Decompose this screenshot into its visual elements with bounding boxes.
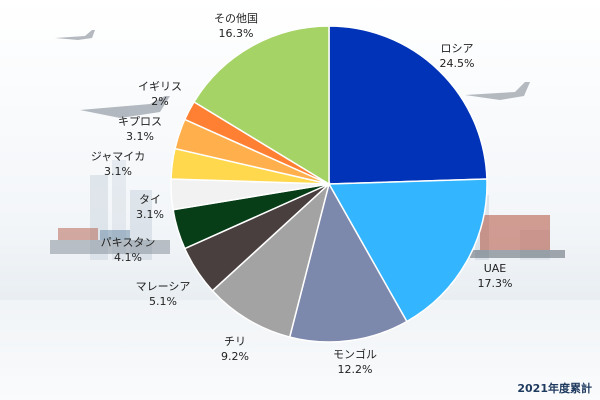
slice-label: イギリス	[138, 80, 182, 93]
period-footnote: 2021年度累計	[517, 382, 592, 395]
pie-slice	[211, 181, 331, 338]
slice-label: マレーシア	[136, 280, 191, 293]
slice-value-label: 17.3%	[478, 277, 513, 290]
slice-value-label: 2%	[151, 95, 168, 108]
pie-slice	[192, 25, 330, 186]
slice-value-label: 3.1%	[104, 165, 132, 178]
slice-value-label: 5.1%	[149, 295, 177, 308]
slice-value-label: 4.1%	[114, 251, 142, 264]
slice-value-label: 24.5%	[440, 57, 475, 70]
pie-slice	[327, 178, 488, 323]
slice-value-label: 16.3%	[219, 27, 254, 40]
slice-label: その他国	[214, 12, 258, 25]
pie-slice	[328, 25, 488, 185]
slice-value-label: 9.2%	[221, 350, 249, 363]
slice-label: チリ	[224, 335, 246, 348]
pie-slices	[170, 25, 488, 343]
slice-label: ロシア	[441, 42, 474, 55]
slice-label: タイ	[139, 193, 161, 206]
pie-labels: ロシア 24.5% UAE 17.3% モンゴル 12.2% チリ 9.2% マレーシア 5.1%…	[91, 12, 513, 376]
slice-value-label: 3.1%	[136, 208, 164, 221]
slice-label: UAE	[484, 262, 507, 275]
slice-label: モンゴル	[333, 347, 377, 361]
slice-label: ジャマイカ	[91, 150, 145, 163]
slice-value-label: 3.1%	[126, 130, 154, 143]
slice-value-label: 12.2%	[338, 363, 373, 376]
slice-label: パキスタン	[101, 236, 156, 249]
slice-label: キプロス	[118, 115, 162, 128]
